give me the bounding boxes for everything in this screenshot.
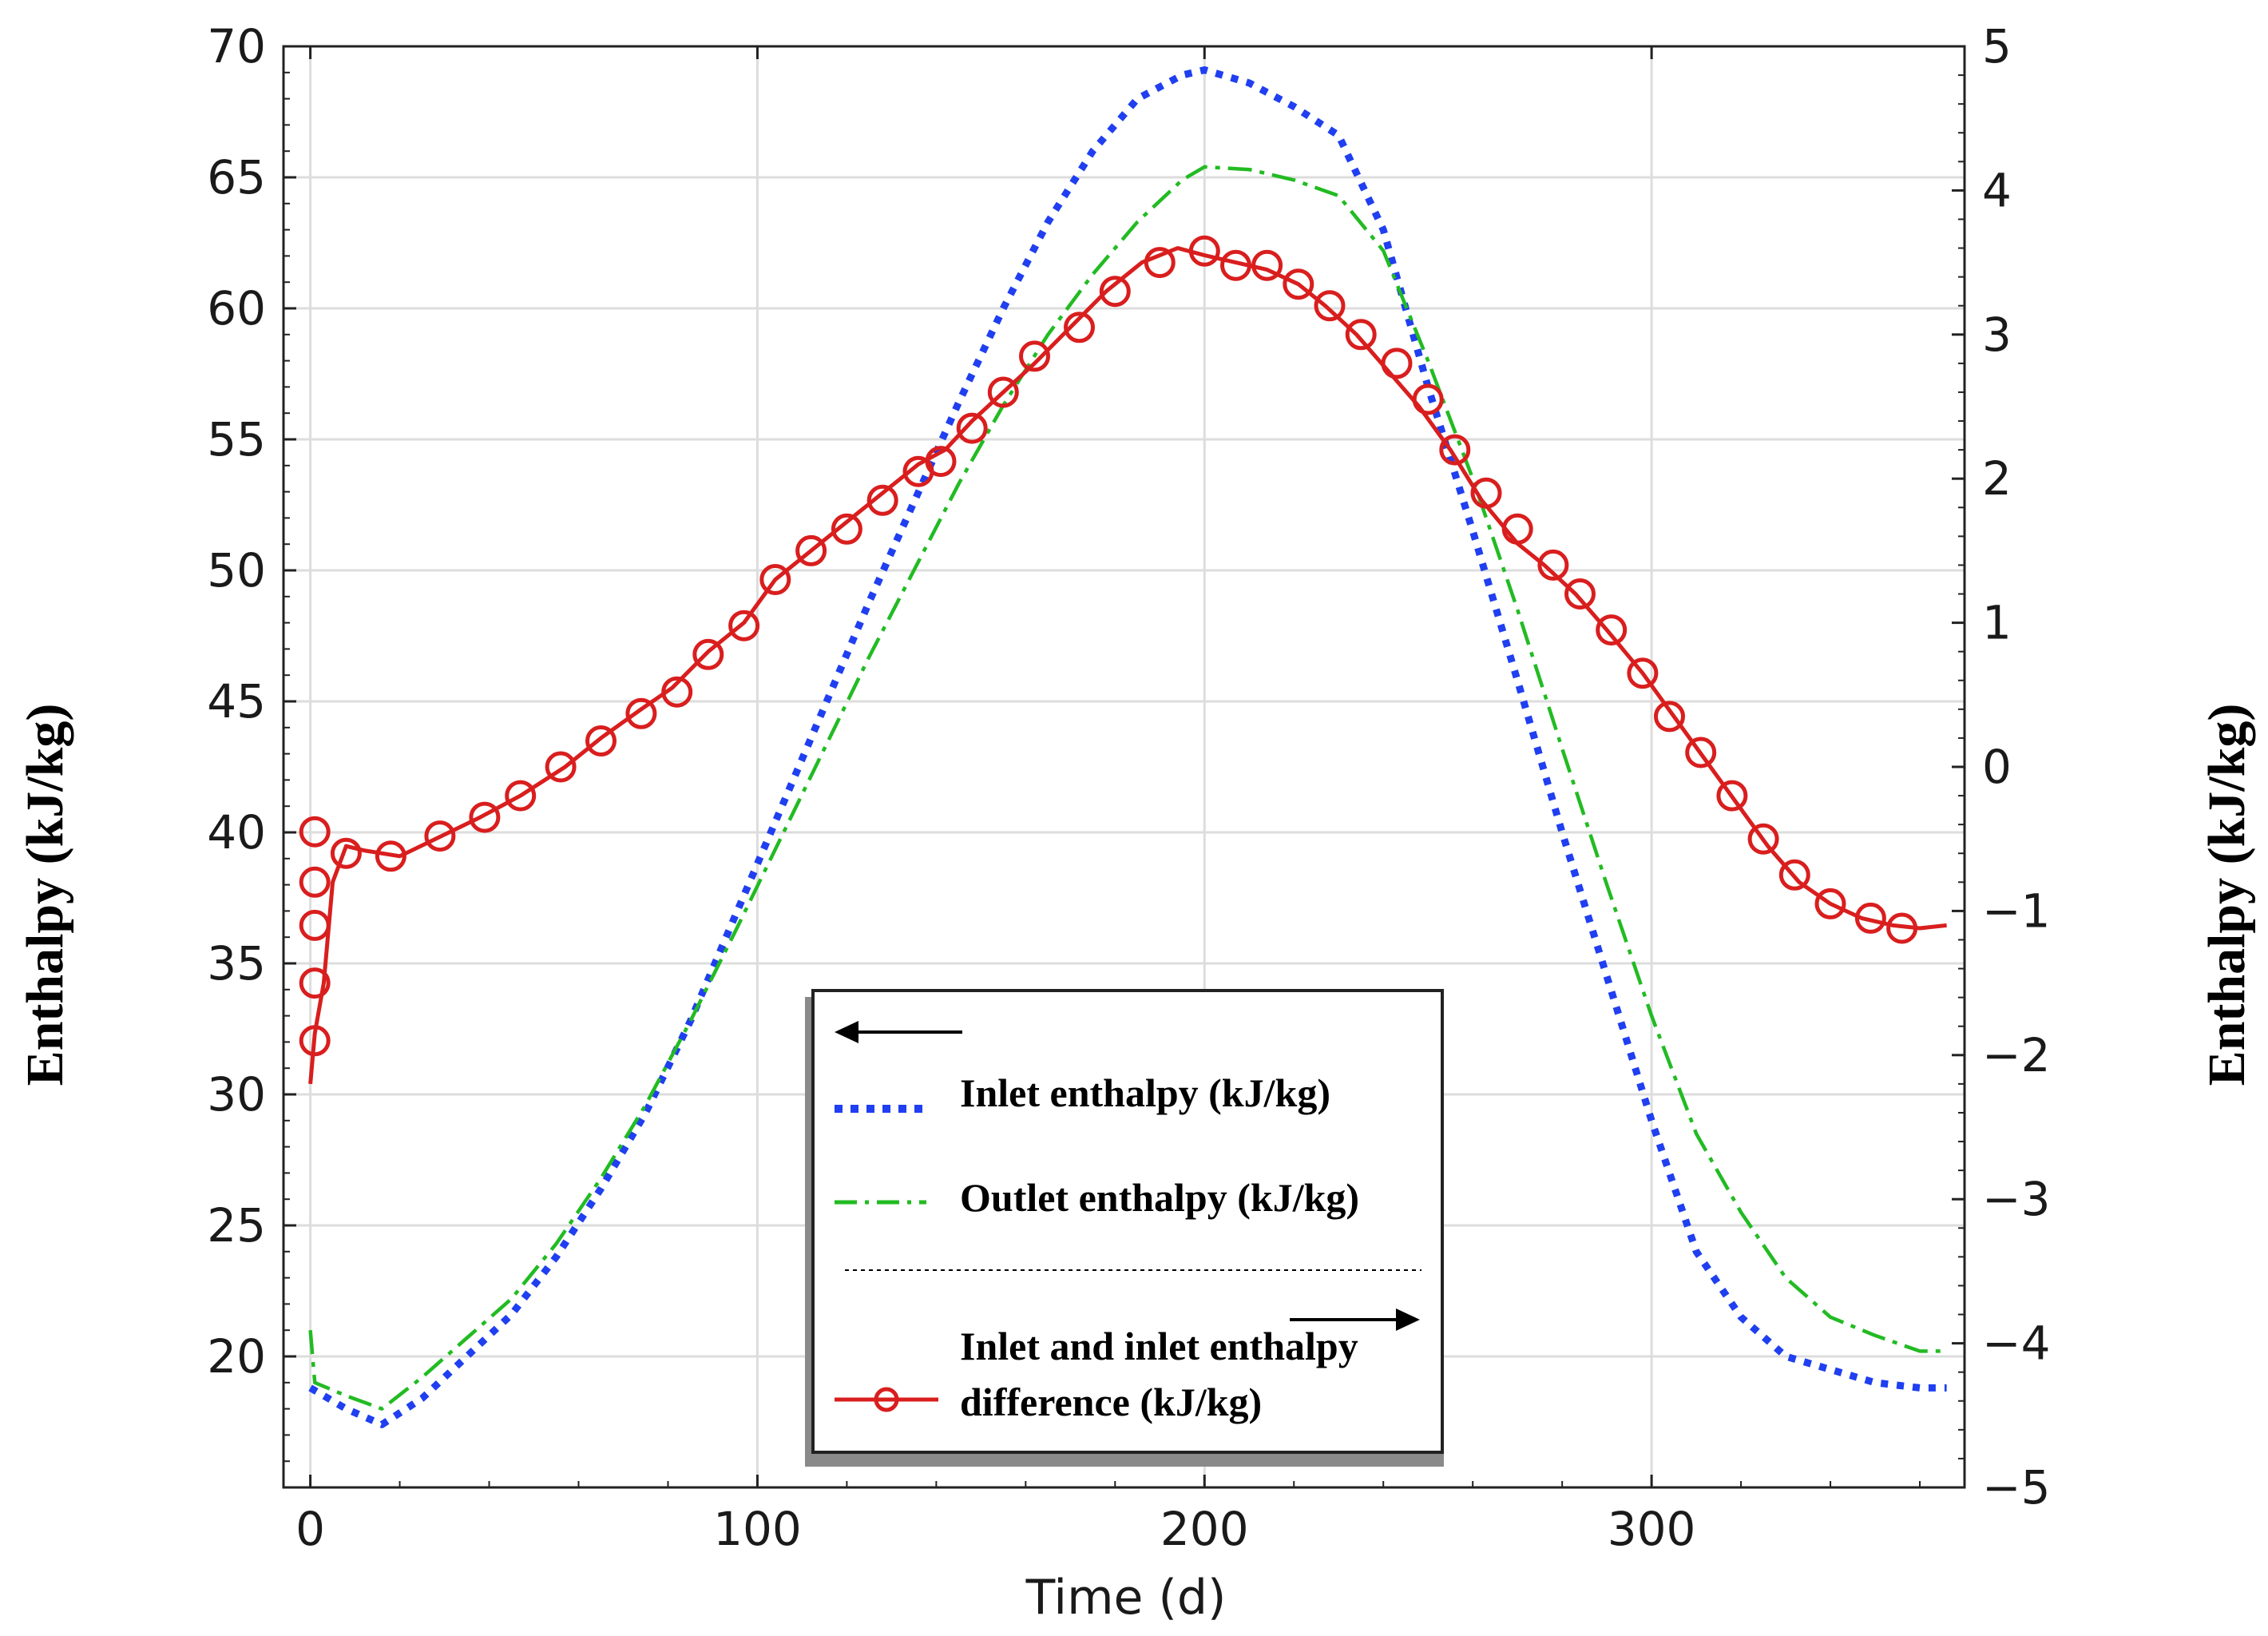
x-tick-label: 200 <box>1160 1502 1249 1556</box>
y-axis-left-label: Enthalpy (kJ/kg) <box>16 704 74 1086</box>
y-left-tick-label: 45 <box>207 674 266 729</box>
legend-marker-difference <box>874 1387 899 1412</box>
difference-marker <box>545 751 577 783</box>
difference-marker <box>1188 235 1220 267</box>
y-left-tick-label: 60 <box>207 281 266 336</box>
difference-marker <box>505 780 537 812</box>
y-right-tick-label: −4 <box>1982 1316 2051 1371</box>
y-axis-right-label: Enthalpy (kJ/kg) <box>2198 704 2256 1086</box>
x-axis-label: Time (d) <box>1025 1570 1227 1626</box>
difference-marker <box>1064 312 1095 343</box>
y-left-tick-label: 50 <box>207 543 266 598</box>
difference-marker <box>1439 434 1471 466</box>
legend-label-outlet: Outlet enthalpy (kJ/kg) <box>960 1175 1359 1220</box>
difference-marker <box>866 484 898 516</box>
difference-marker <box>1283 268 1314 300</box>
difference-marker <box>1470 477 1502 509</box>
difference-marker <box>424 820 456 852</box>
series-layer <box>299 66 1947 1428</box>
inlet-enthalpy-line <box>308 66 1947 1428</box>
x-tick-label: 0 <box>295 1502 325 1556</box>
difference-marker <box>1537 549 1569 581</box>
x-tick-label: 100 <box>713 1502 802 1556</box>
y-right-tick-label: 4 <box>1982 163 2012 217</box>
left-axis-arrow <box>835 1021 962 1043</box>
legend-label-difference: Inlet and inlet enthalpy <box>960 1324 1358 1368</box>
difference-marker <box>1144 247 1176 279</box>
difference-marker <box>728 610 760 641</box>
difference-marker <box>661 676 693 708</box>
difference-marker <box>831 513 862 545</box>
legend: Inlet enthalpy (kJ/kg) Outlet enthalpy (… <box>805 989 1444 1467</box>
y-left-tick-label: 40 <box>207 805 266 860</box>
difference-marker <box>1854 902 1886 934</box>
difference-marker <box>299 816 331 848</box>
difference-marker <box>1099 276 1131 308</box>
difference-marker <box>1501 513 1533 545</box>
y-left-tick-label: 55 <box>207 412 266 467</box>
y-right-tick-label: −1 <box>1982 884 2051 938</box>
y-left-tick-label: 25 <box>207 1198 266 1253</box>
y-right-tick-label: 1 <box>1982 596 2012 650</box>
difference-marker <box>1596 614 1628 646</box>
difference-marker <box>375 840 406 872</box>
legend-label-difference-cont: difference (kJ/kg) <box>960 1380 1262 1424</box>
difference-marker <box>1345 319 1377 351</box>
y-left-tick-label: 65 <box>207 150 266 204</box>
difference-marker <box>956 412 988 444</box>
axes: 0 100 200 3002025303540455055606570−5−4−3−2… <box>207 19 2050 1556</box>
difference-marker <box>1778 859 1810 891</box>
difference-marker <box>469 801 501 833</box>
difference-marker <box>1747 823 1779 855</box>
difference-marker <box>299 1025 331 1057</box>
difference-marker <box>625 697 657 729</box>
y-left-tick-label: 30 <box>207 1067 266 1122</box>
difference-marker <box>299 866 331 898</box>
y-left-tick-label: 35 <box>207 936 266 991</box>
right-axis-arrow <box>1290 1308 1420 1331</box>
difference-marker <box>585 725 617 756</box>
y-left-tick-label: 20 <box>207 1329 266 1384</box>
x-tick-label: 300 <box>1608 1502 1696 1556</box>
difference-marker <box>759 564 791 595</box>
difference-marker <box>1886 912 1918 944</box>
difference-marker <box>1412 383 1444 415</box>
y-right-tick-label: 5 <box>1982 19 2012 73</box>
legend-label-inlet: Inlet enthalpy (kJ/kg) <box>960 1070 1330 1115</box>
y-right-tick-label: 0 <box>1982 740 2012 794</box>
y-right-tick-label: 3 <box>1982 308 2012 362</box>
difference-marker <box>1314 290 1346 322</box>
y-left-tick-label: 70 <box>207 19 266 73</box>
legend-box <box>811 989 1444 1454</box>
difference-marker <box>1251 249 1283 281</box>
difference-marker <box>987 376 1019 408</box>
difference-marker <box>1627 657 1659 689</box>
difference-marker <box>1654 701 1685 733</box>
difference-marker <box>925 446 957 478</box>
outlet-enthalpy-line <box>308 165 1947 1411</box>
difference-marker <box>1685 737 1717 768</box>
difference-marker <box>299 909 331 941</box>
difference-marker <box>1381 347 1413 379</box>
y-right-tick-label: 2 <box>1982 451 2012 506</box>
difference-marker <box>1019 340 1050 372</box>
difference-marker <box>795 534 827 566</box>
y-right-tick-label: −3 <box>1982 1172 2051 1226</box>
difference-marker <box>1716 780 1748 812</box>
difference-marker <box>1814 887 1846 919</box>
y-right-tick-label: −5 <box>1982 1460 2051 1515</box>
y-right-tick-label: −2 <box>1982 1028 2051 1082</box>
enthalpy-difference-line <box>308 246 1947 1085</box>
difference-marker <box>330 837 362 869</box>
difference-marker <box>299 967 331 999</box>
difference-marker <box>1220 249 1251 281</box>
difference-marker <box>692 638 724 670</box>
difference-marker <box>1564 578 1596 610</box>
